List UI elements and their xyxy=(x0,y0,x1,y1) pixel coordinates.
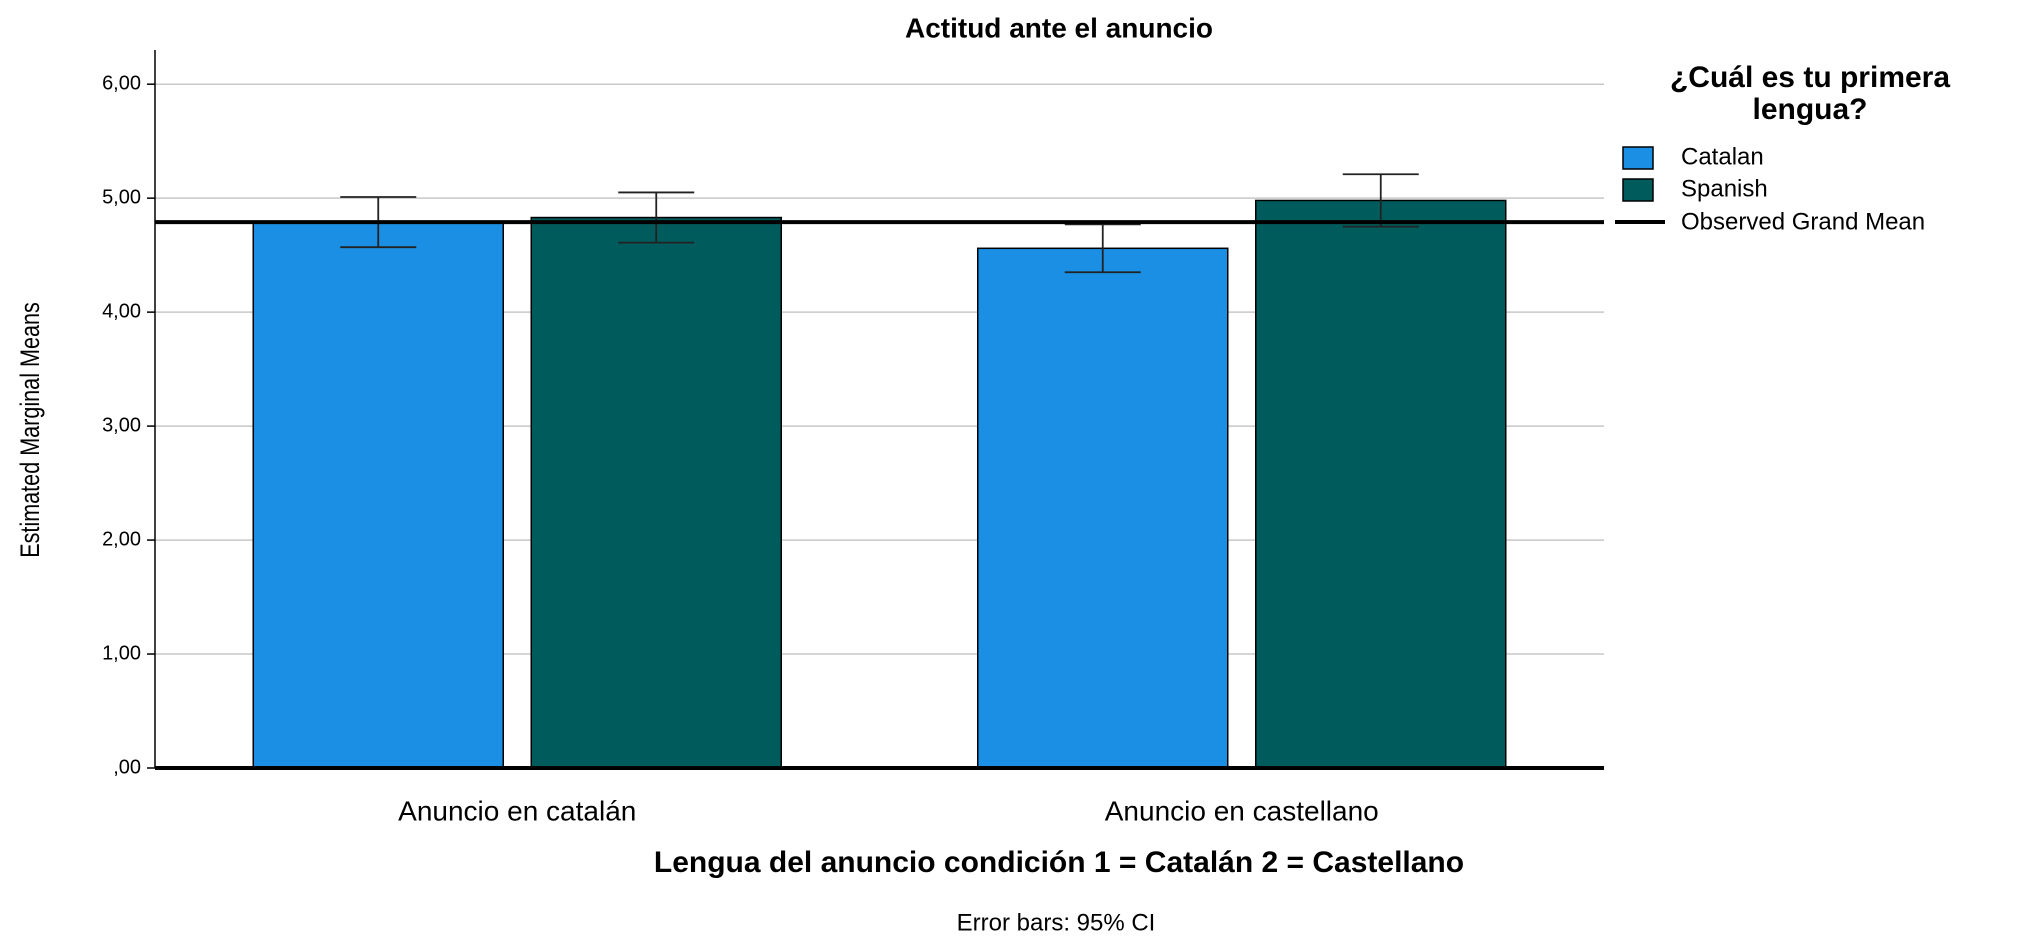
error-bar xyxy=(1342,173,1419,228)
bar xyxy=(530,216,782,769)
y-tick-label: 1,00 xyxy=(102,642,141,664)
error-bar xyxy=(1064,223,1141,274)
error-bar xyxy=(618,191,695,244)
legend-title: ¿Cuál es tu primera lengua? xyxy=(1669,61,1951,126)
y-tick-label: 6,00 xyxy=(102,72,141,94)
x-tick-label: Anuncio en castellano xyxy=(1105,795,1379,826)
bar xyxy=(977,247,1229,769)
y-tick-label: 2,00 xyxy=(102,528,141,550)
footnote: Error bars: 95% CI xyxy=(957,909,1156,936)
bar xyxy=(1255,199,1507,769)
chart-title: Actitud ante el anuncio xyxy=(905,12,1213,43)
legend-label: Catalan xyxy=(1681,143,1764,170)
legend-label: Observed Grand Mean xyxy=(1681,208,1925,235)
y-tick-label: ,00 xyxy=(113,756,141,778)
bar xyxy=(252,221,504,769)
legend-swatch xyxy=(1622,146,1654,170)
y-tick-label: 4,00 xyxy=(102,300,141,322)
legend-swatch xyxy=(1622,178,1654,202)
legend-label: Spanish xyxy=(1681,175,1768,202)
y-tick-label: 5,00 xyxy=(102,186,141,208)
y-tick-label: 3,00 xyxy=(102,414,141,436)
x-tick-label: Anuncio en catalán xyxy=(398,795,636,826)
x-axis-label: Lengua del anuncio condición 1 = Catalán… xyxy=(654,846,1464,879)
y-axis-label: Estimated Marginal Means xyxy=(16,302,46,558)
